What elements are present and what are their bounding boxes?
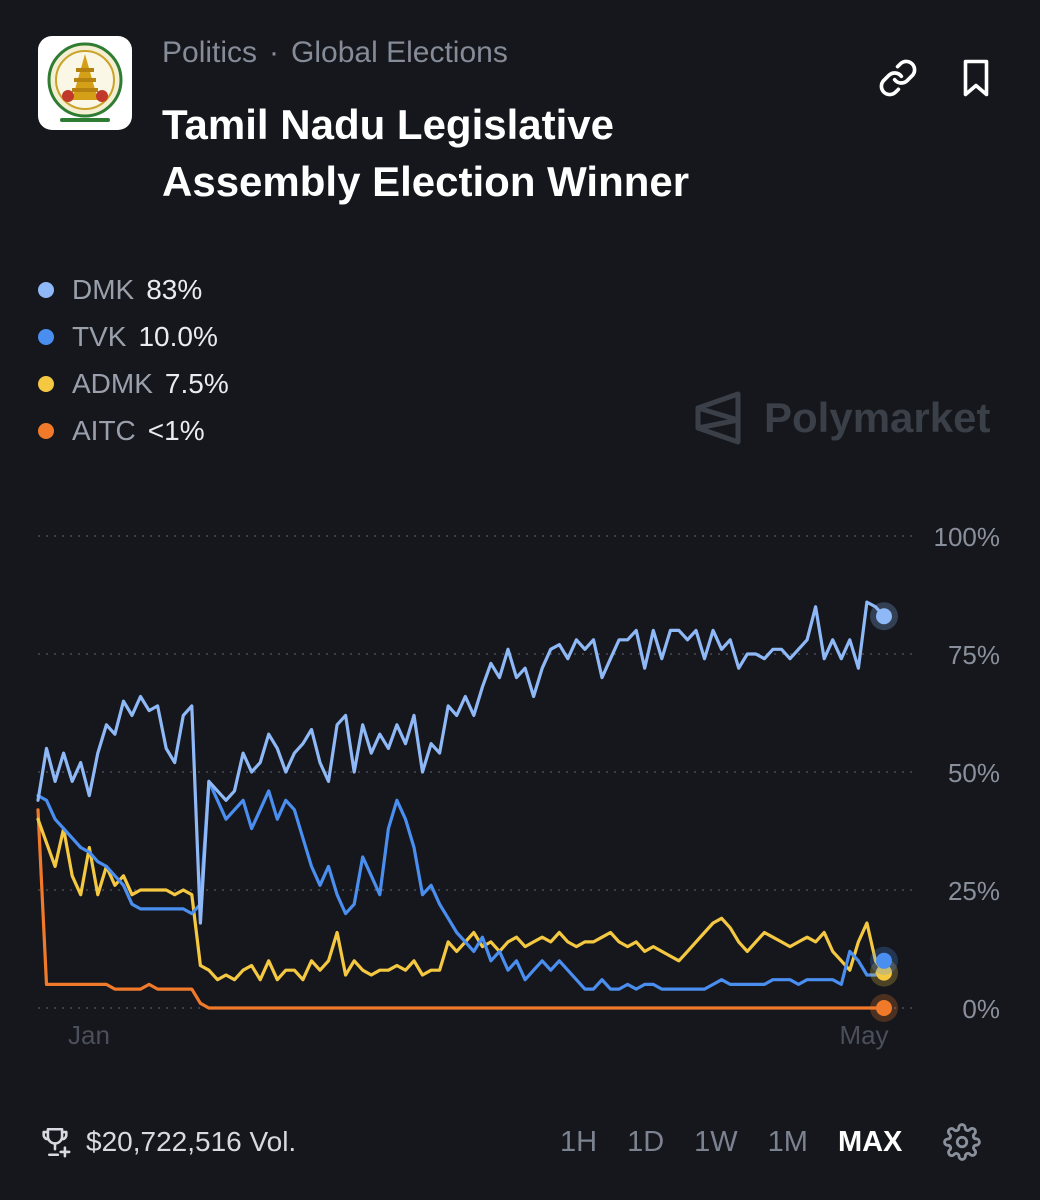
chart-legend: DMK 83% TVK 10.0% ADMK 7.5% AITC <1% <box>38 266 229 454</box>
y-axis-ticks: 100% 75% 50% 25% 0% <box>934 522 1001 1024</box>
endpoint-dot-tvk <box>876 952 892 969</box>
range-1d-button[interactable]: 1D <box>627 1125 665 1158</box>
legend-value: <1% <box>147 414 205 446</box>
volume-text: $20,722,516 Vol. <box>86 1126 297 1157</box>
legend-dot <box>38 422 54 439</box>
series-line-tvk <box>36 779 886 991</box>
endpoint-dot-dmk <box>876 608 892 625</box>
chart-endpoints <box>870 602 898 1022</box>
gear-icon <box>943 1123 982 1161</box>
breadcrumb-subcategory[interactable]: Global Elections <box>291 36 508 69</box>
legend-item-dmk: DMK 83% <box>38 266 229 313</box>
breadcrumb-category[interactable]: Politics <box>162 36 258 69</box>
series-line-aitc <box>36 808 886 1010</box>
y-tick-label: 100% <box>934 522 1001 552</box>
x-axis-ticks: Jan May <box>68 1020 889 1050</box>
series-line-dmk <box>36 600 886 925</box>
range-1w-button[interactable]: 1W <box>694 1125 738 1158</box>
price-chart[interactable]: 100% 75% 50% 25% 0% Jan May <box>0 500 1040 1060</box>
range-1m-button[interactable]: 1M <box>767 1125 808 1158</box>
trophy-icon <box>42 1127 71 1158</box>
bookmark-button[interactable] <box>950 52 1002 104</box>
volume: $20,722,516 Vol. <box>38 1120 296 1164</box>
legend-dot <box>38 281 54 298</box>
breadcrumb: Politics · Global Elections <box>162 36 508 70</box>
copy-link-button[interactable] <box>872 52 924 104</box>
legend-item-tvk: TVK 10.0% <box>38 313 229 360</box>
endpoint-dot-admk <box>876 964 892 981</box>
legend-value: 10.0% <box>138 320 218 352</box>
chart-settings-button[interactable] <box>942 1122 982 1162</box>
legend-name: TVK <box>72 320 127 352</box>
range-1h-button[interactable]: 1H <box>560 1125 598 1158</box>
legend-name: ADMK <box>72 367 153 399</box>
endpoint-dot-aitc <box>876 1000 892 1016</box>
watermark-text: Polymarket <box>764 394 991 441</box>
legend-value: 7.5% <box>164 367 229 399</box>
series-line-admk <box>36 817 886 982</box>
chart-series <box>36 600 886 1010</box>
legend-dot <box>38 375 54 392</box>
y-tick-label: 25% <box>948 876 1000 906</box>
legend-item-admk: ADMK 7.5% <box>38 360 229 407</box>
range-max-button[interactable]: MAX <box>837 1125 903 1158</box>
market-logo <box>38 36 132 130</box>
time-range-selector: 1H 1D 1W 1M MAX <box>560 1120 982 1164</box>
page-title: Tamil Nadu Legislative Assembly Election… <box>162 101 690 205</box>
tamil-nadu-emblem <box>47 42 123 122</box>
bookmark-icon <box>963 59 989 97</box>
link-icon <box>879 59 917 97</box>
y-tick-label: 50% <box>948 758 1000 788</box>
breadcrumb-separator: · <box>269 36 280 69</box>
legend-item-aitc: AITC <1% <box>38 407 229 454</box>
legend-dot <box>38 328 54 345</box>
y-tick-label: 0% <box>962 994 1000 1024</box>
polymarket-watermark: Polymarket <box>694 390 990 446</box>
legend-value: 83% <box>146 273 203 305</box>
legend-name: DMK <box>72 273 135 305</box>
x-tick-label: May <box>839 1020 888 1050</box>
legend-name: AITC <box>72 414 136 446</box>
polymarket-logo-icon <box>695 391 741 445</box>
x-tick-label: Jan <box>68 1020 110 1050</box>
y-tick-label: 75% <box>948 640 1000 670</box>
